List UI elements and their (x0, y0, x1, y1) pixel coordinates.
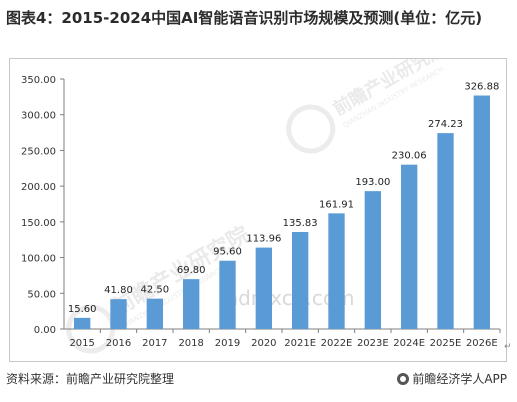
y-tick-label: 100.00 (21, 254, 56, 265)
data-label: 230.06 (392, 151, 427, 162)
watermark-cn-text: 前瞻产业研究院 (329, 59, 449, 120)
bar (328, 213, 345, 329)
y-tick-label: 150.00 (21, 218, 56, 229)
paragraph-return-mark: ↵ (504, 342, 512, 352)
y-tick-label: 300.00 (21, 111, 56, 122)
y-tick-label: 200.00 (21, 182, 56, 193)
bar (146, 298, 164, 329)
data-label: 15.60 (68, 304, 97, 315)
bar (473, 95, 491, 329)
data-label: 193.00 (355, 177, 390, 188)
x-tick-label: 2016 (106, 338, 131, 349)
bar (110, 299, 127, 329)
data-label: 69.80 (177, 265, 206, 276)
bar (437, 133, 454, 329)
x-tick-label: 2021E (284, 338, 316, 349)
x-tick-label: 2017 (142, 338, 167, 349)
bar (255, 247, 273, 329)
x-tick-label: 2022E (321, 338, 353, 349)
y-tick-label: 0.00 (34, 325, 56, 336)
brand-credit: 前瞻经济学人APP (397, 370, 507, 387)
x-tick-label: 2025E (430, 338, 462, 349)
bar (219, 260, 236, 329)
data-label: 42.50 (141, 285, 170, 296)
bar (291, 231, 309, 329)
data-label: 135.83 (283, 218, 318, 229)
data-label: 274.23 (428, 119, 463, 130)
page-title: 图表4：2015-2024中国AI智能语音识别市场规模及预测(单位：亿元) (6, 9, 483, 27)
data-label: 95.60 (213, 247, 242, 258)
chart-frame: 前瞻产业研究院 QIANZHAN INDUSTRY RESEARCH 前瞻产业研究院… (9, 58, 507, 362)
bar (182, 279, 200, 329)
data-label: 41.80 (104, 285, 133, 296)
chart-bars: 15.60 41.80 42.50 69.80 95.60 113.96135.83161… (68, 82, 499, 329)
y-tick-label: 50.00 (27, 289, 56, 300)
y-tick-label: 250.00 (21, 146, 56, 157)
x-tick-label: 2015 (69, 338, 94, 349)
source-note: 资料来源：前瞻产业研究院整理 (6, 372, 175, 386)
bar (73, 317, 91, 329)
watermark-circle-icon (286, 104, 336, 154)
bar (400, 164, 418, 329)
bar (364, 191, 382, 329)
x-tick-label: 2020 (251, 338, 276, 349)
brand-logo-icon (397, 372, 410, 385)
x-tick-label: 2018 (178, 338, 203, 349)
data-label: 161.91 (319, 199, 354, 210)
x-tick-label: 2024E (393, 338, 425, 349)
chart-axes: 0.00 50.00 100.00 150.00 200.00 250.00 300.00 3… (21, 75, 501, 349)
y-tick-label: 350.00 (21, 75, 56, 86)
x-tick-label: 2019 (215, 338, 240, 349)
brand-name: 前瞻经济学人APP (412, 372, 507, 386)
watermark-circle-icon (66, 304, 116, 354)
x-tick-label: 2023E (357, 338, 389, 349)
data-label: 113.96 (246, 234, 281, 245)
data-label: 326.88 (464, 82, 499, 93)
x-tick-label: 2026E (466, 338, 498, 349)
